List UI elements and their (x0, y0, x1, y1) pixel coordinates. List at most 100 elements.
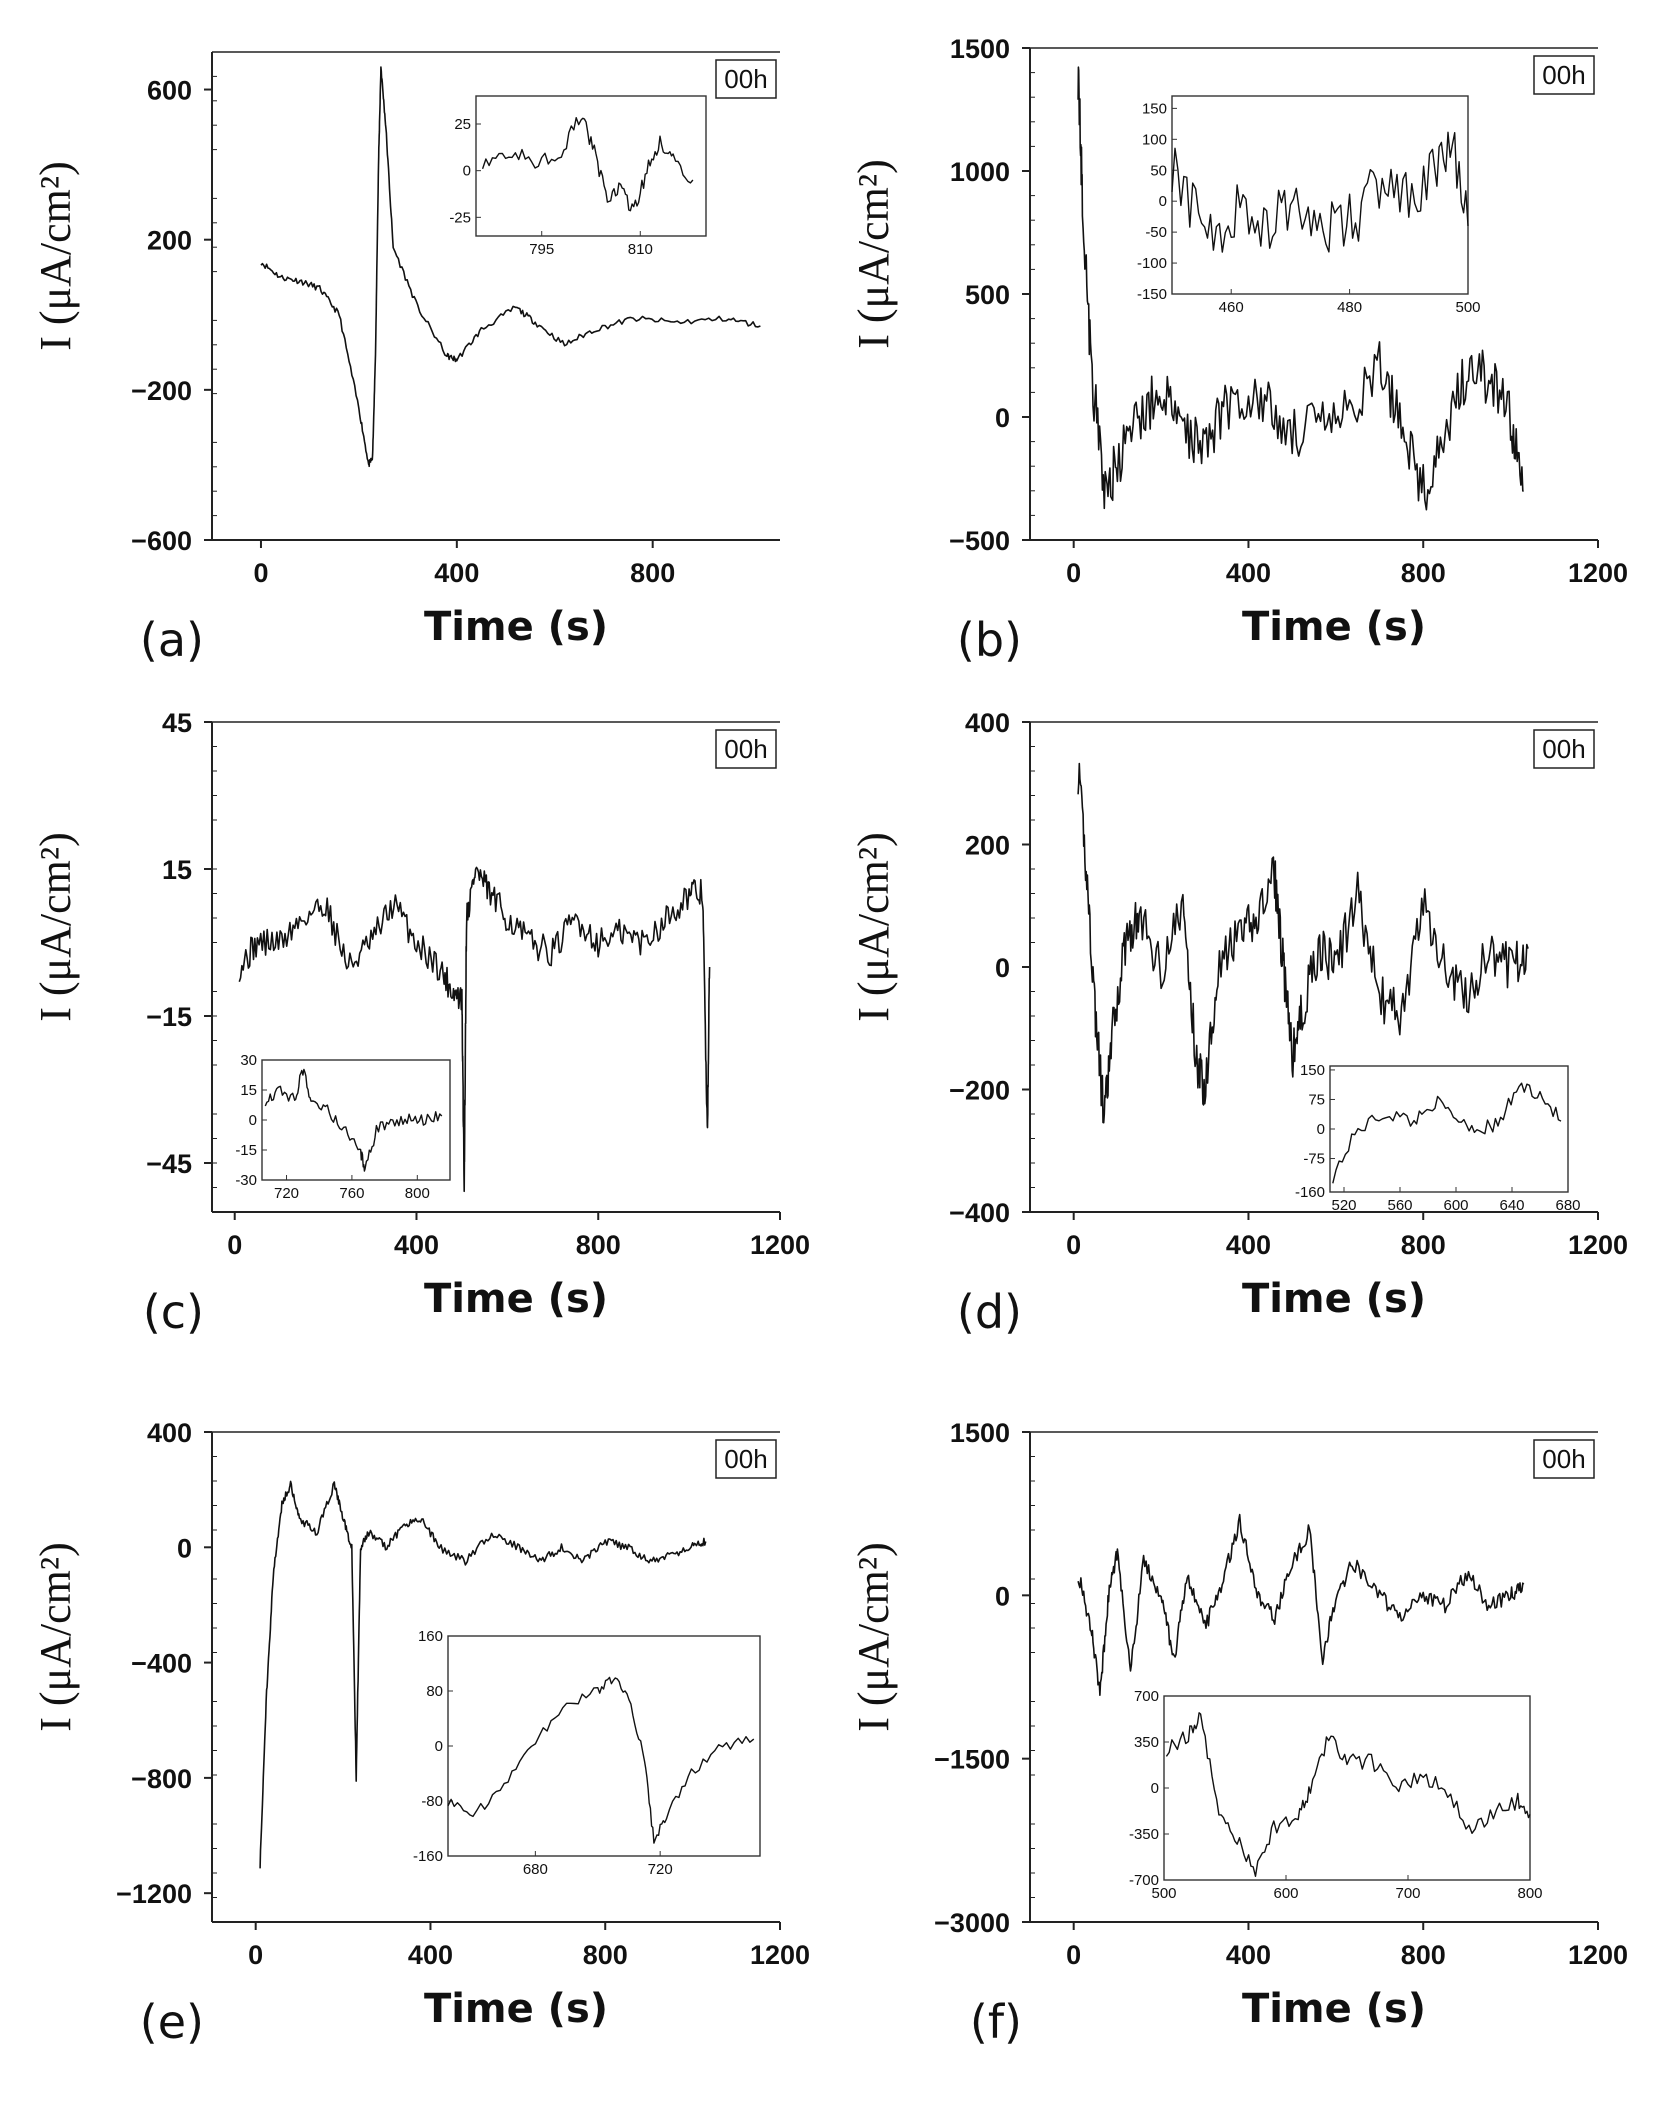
inset-chart: 680 720 160 80 0 -80 -160 (413, 1628, 761, 1878)
inset-y-tick-label: 0 (249, 1112, 257, 1129)
inset-x-tick-label: 460 (1219, 299, 1244, 316)
y-tick-label: −800 (131, 1764, 192, 1794)
x-tick-label: 0 (227, 1230, 242, 1260)
x-tick-label: 800 (583, 1940, 628, 1970)
y-tick-label: 1000 (950, 157, 1010, 187)
inset-y-tick-label: -25 (449, 209, 471, 226)
y-tick-label: 200 (965, 831, 1010, 861)
inset-x-tick-label: 810 (628, 241, 653, 258)
x-tick-label: 400 (1226, 1940, 1271, 1970)
inset-x-tick-label: 480 (1337, 299, 1362, 316)
time-badge: 00h (724, 1444, 767, 1474)
inset-x-tick-label: 560 (1387, 1197, 1412, 1214)
inset-frame (447, 1635, 761, 1857)
series-line-main (1077, 762, 1529, 1124)
x-axis-label: Time (s) (1242, 1276, 1426, 1322)
x-tick-label: 800 (1401, 1230, 1446, 1260)
y-tick-label: 0 (995, 1581, 1010, 1611)
x-axis-label: Time (s) (1242, 1986, 1426, 2032)
inset-x-tick-label: 680 (523, 1861, 548, 1878)
inset-x-tick-label: 680 (1555, 1197, 1580, 1214)
x-tick-label: 400 (1226, 1230, 1271, 1260)
inset-y-tick-label: 50 (1150, 162, 1167, 179)
inset-y-tick-label: -700 (1129, 1872, 1159, 1889)
y-tick-label: −1200 (116, 1879, 192, 1909)
badge-box (715, 1439, 777, 1479)
x-tick-label: 400 (408, 1940, 453, 1970)
y-tick-label: 1500 (950, 34, 1010, 64)
y-tick-label: −400 (131, 1649, 192, 1679)
time-badge: 00h (724, 64, 767, 94)
inset-frame (475, 95, 707, 237)
inset-series-line (264, 1068, 443, 1172)
y-tick-label: −600 (131, 526, 192, 556)
inset-y-tick-label: -75 (1303, 1151, 1325, 1168)
badge-box (715, 729, 777, 769)
inset-chart: 520 560 600 640 680 150 75 0 -75 -160 (1295, 1062, 1581, 1214)
y-tick-label: −200 (949, 1076, 1010, 1106)
inset-y-tick-label: 0 (435, 1738, 443, 1755)
series-line-main (259, 1480, 707, 1869)
inset-y-tick-label: 150 (1300, 1062, 1325, 1079)
panel-label: (b) (957, 613, 1022, 667)
chart-panel-d: 0 400 800 1200 400 200 0 −200 −400 I (μA/cm²) Time… (849, 708, 1628, 1339)
x-tick-label: 0 (1066, 558, 1081, 588)
y-axis-label: I (μA/cm²) (31, 161, 80, 351)
y-tick-label: −400 (949, 1198, 1010, 1228)
panel-label: (a) (140, 613, 204, 667)
y-tick-label: 400 (147, 1418, 192, 1448)
badge-box (715, 59, 777, 99)
inset-x-tick-label: 800 (405, 1185, 430, 1202)
y-axis-label: I (μA/cm²) (849, 1542, 898, 1732)
y-tick-label: 500 (965, 280, 1010, 310)
inset-x-tick-label: 800 (1517, 1885, 1542, 1902)
x-axis-label: Time (s) (424, 1276, 608, 1322)
inset-y-tick-label: -80 (421, 1793, 443, 1810)
inset-y-tick-label: 150 (1142, 100, 1167, 117)
y-tick-label: 45 (162, 708, 192, 738)
y-tick-label: −200 (131, 376, 192, 406)
y-tick-label: 400 (965, 708, 1010, 738)
x-tick-label: 0 (1066, 1940, 1081, 1970)
inset-series-line (1165, 1712, 1531, 1877)
series-line-main (260, 66, 761, 468)
inset-x-tick-label: 720 (648, 1861, 673, 1878)
chart-panel-f: 0 400 800 1200 1500 0 −1500 −3000 I (μA/cm²) Time… (849, 1418, 1628, 2049)
time-badge: 00h (724, 734, 767, 764)
x-tick-label: 1200 (1568, 1230, 1628, 1260)
inset-y-tick-label: 0 (463, 163, 471, 180)
x-tick-label: 400 (1226, 558, 1271, 588)
x-tick-label: 800 (1401, 558, 1446, 588)
inset-frame (1329, 1065, 1569, 1193)
inset-series-line (1332, 1082, 1562, 1184)
panel-label: (f) (970, 1995, 1022, 2049)
chart-panel-c: 0 400 800 1200 45 15 −15 −45 I (μA/cm²) Time (s) (… (31, 708, 810, 1339)
y-tick-label: 600 (147, 76, 192, 106)
inset-y-tick-label: -15 (235, 1142, 257, 1159)
inset-chart: 720 760 800 30 15 0 -15 -30 (235, 1052, 451, 1202)
y-tick-label: 0 (177, 1533, 192, 1563)
y-tick-label: 0 (995, 953, 1010, 983)
inset-series-line (1171, 131, 1469, 253)
y-tick-label: −500 (949, 526, 1010, 556)
chart-panel-a: 0 400 800 600 200 −200 −600 I (μA/cm²) Time (s) (… (31, 51, 780, 667)
series-line-main (1077, 66, 1524, 511)
inset-y-tick-label: 100 (1142, 131, 1167, 148)
inset-x-tick-label: 600 (1273, 1885, 1298, 1902)
y-axis-label: I (μA/cm²) (31, 832, 80, 1022)
inset-y-tick-label: -100 (1137, 255, 1167, 272)
x-tick-label: 1200 (750, 1940, 810, 1970)
y-axis-label: I (μA/cm²) (31, 1542, 80, 1732)
inset-y-tick-label: 80 (426, 1683, 443, 1700)
inset-chart: 795 810 25 0 -25 (449, 95, 707, 258)
x-tick-label: 400 (394, 1230, 439, 1260)
inset-x-tick-label: 600 (1443, 1197, 1468, 1214)
series-line-main (1077, 1513, 1525, 1696)
badge-box (1533, 729, 1595, 769)
inset-y-tick-label: 75 (1308, 1091, 1325, 1108)
inset-y-tick-label: 0 (1159, 193, 1167, 210)
y-tick-label: 0 (995, 403, 1010, 433)
x-tick-label: 800 (1401, 1940, 1446, 1970)
